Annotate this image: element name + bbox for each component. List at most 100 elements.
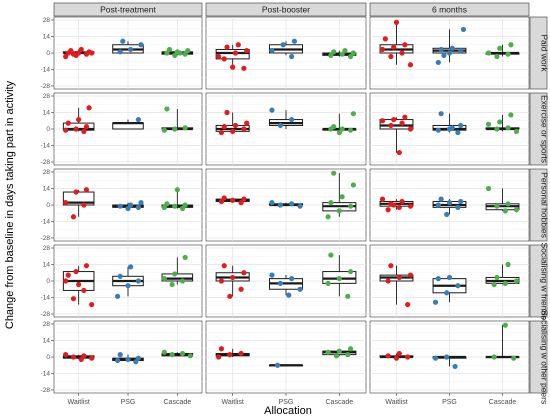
data-point — [494, 203, 500, 209]
group-psg — [112, 38, 144, 55]
column-strip-post-booster — [205, 2, 367, 17]
data-point — [241, 126, 247, 132]
data-point — [435, 202, 441, 208]
data-point — [81, 202, 87, 208]
y-tick-label: 14 — [43, 186, 51, 193]
group-waitlist — [379, 19, 414, 68]
data-point — [221, 56, 227, 62]
data-point — [89, 301, 95, 308]
data-point — [125, 356, 131, 362]
data-point — [382, 36, 388, 42]
data-point — [339, 126, 345, 132]
column-strip-post-treatment — [53, 2, 203, 17]
panel-exercise-or-sports-post-booster — [205, 92, 367, 166]
data-point — [339, 51, 345, 57]
data-point — [458, 48, 464, 54]
data-point — [347, 203, 354, 209]
data-point — [325, 349, 331, 355]
data-point — [241, 65, 247, 71]
box — [379, 119, 414, 130]
y-tick-label: 28 — [43, 245, 51, 252]
group-cascade — [485, 322, 520, 361]
data-point — [350, 182, 356, 188]
data-point — [115, 357, 121, 364]
panel-grid: Post-treatment Post-booster 6 months Paid w… — [41, 2, 550, 406]
data-point — [449, 45, 455, 51]
data-point — [164, 106, 170, 112]
data-point — [455, 129, 461, 136]
y-tick-label: 14 — [43, 34, 51, 41]
group-cascade — [485, 261, 520, 288]
group-cascade — [161, 349, 194, 359]
panel-socialising-w-friends-post-treatment — [53, 244, 203, 318]
group-waitlist — [215, 109, 250, 136]
data-point — [339, 194, 345, 200]
data-point — [289, 116, 295, 123]
x-tick-label-waitlist: Waitlist — [222, 399, 244, 406]
data-point — [161, 276, 167, 282]
group-cascade — [322, 346, 357, 359]
data-point — [505, 201, 511, 207]
panel-exercise-or-sports-post-treatment — [53, 92, 203, 166]
y-tick-label: 28 — [43, 169, 51, 176]
data-point — [244, 120, 250, 126]
data-point — [115, 293, 121, 299]
y-tick-label: 0 — [46, 50, 50, 57]
group-waitlist — [62, 263, 95, 308]
data-point — [399, 50, 405, 56]
data-point — [494, 126, 500, 132]
group-cascade — [161, 46, 194, 58]
data-point — [73, 189, 79, 195]
y-axis-title: Change from baseline in days taking part… — [4, 80, 16, 329]
data-point — [230, 64, 236, 70]
data-point — [405, 301, 411, 308]
data-point — [125, 283, 131, 289]
x-tick-label-psg: PSG — [279, 399, 294, 406]
data-point — [117, 273, 123, 279]
group-psg — [432, 354, 467, 370]
data-point — [81, 353, 87, 359]
group-waitlist — [379, 350, 414, 361]
group-waitlist — [379, 196, 414, 213]
data-point — [161, 127, 167, 133]
data-point — [328, 252, 334, 258]
x-tick-label-psg: PSG — [121, 399, 136, 406]
group-psg — [432, 26, 467, 66]
data-point — [73, 268, 79, 275]
data-point — [336, 348, 342, 354]
data-point — [396, 274, 402, 281]
y-tick-label: -28 — [41, 159, 51, 166]
data-point — [513, 128, 520, 134]
data-point — [446, 50, 453, 56]
group-waitlist — [62, 352, 95, 362]
data-point — [238, 286, 244, 292]
data-point — [391, 44, 397, 50]
x-tick-label-waitlist: Waitlist — [68, 399, 90, 406]
y-tick-label: 0 — [46, 126, 50, 133]
panel-socialising-w-other-peers-post-booster — [205, 320, 367, 394]
data-point — [177, 50, 183, 56]
data-point — [187, 353, 193, 359]
data-point — [172, 271, 178, 277]
data-point — [216, 53, 222, 60]
data-point — [76, 116, 82, 123]
data-point — [388, 53, 394, 60]
panel-paid-work-post-booster — [205, 16, 367, 90]
data-point — [65, 120, 71, 126]
data-point — [491, 354, 497, 360]
data-point — [70, 214, 77, 220]
data-point — [89, 50, 95, 56]
data-point — [331, 49, 337, 55]
data-point — [70, 354, 77, 360]
data-point — [63, 200, 69, 206]
data-point — [289, 201, 295, 207]
data-point — [432, 299, 439, 305]
data-point — [182, 254, 188, 261]
group-cascade — [322, 252, 357, 299]
y-tick-label: -14 — [41, 219, 51, 226]
data-point — [269, 48, 275, 54]
group-cascade — [322, 170, 357, 220]
group-waitlist — [379, 263, 414, 308]
group-psg — [112, 116, 144, 130]
data-point — [63, 352, 69, 358]
